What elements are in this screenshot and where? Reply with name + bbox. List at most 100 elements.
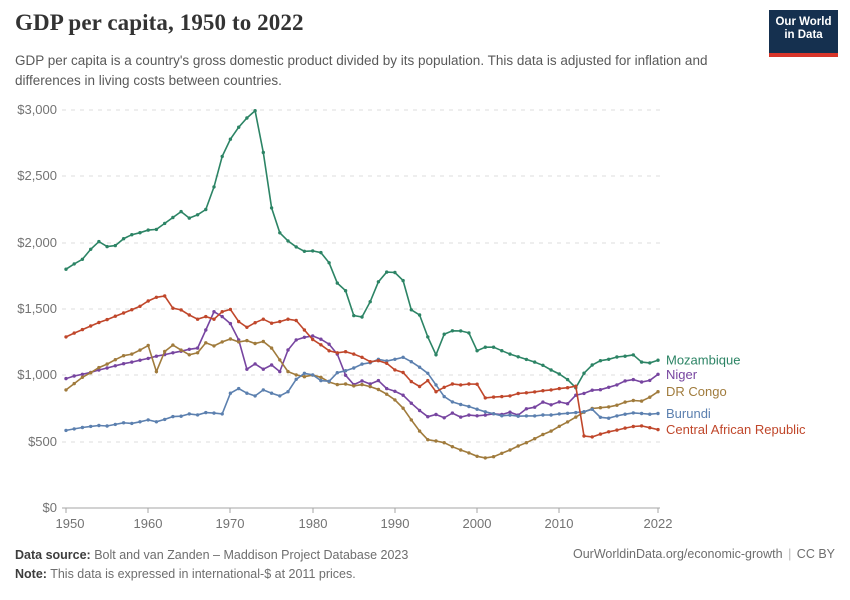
data-point-niger-1956[interactable] [113, 364, 118, 368]
data-point-dr-congo-1959[interactable] [138, 348, 142, 352]
data-point-central-african-republic-1965[interactable] [187, 313, 191, 317]
data-point-mozambique-1964[interactable] [179, 209, 183, 214]
data-point-dr-congo-2022[interactable] [656, 390, 660, 394]
data-point-mozambique-2010[interactable] [557, 372, 561, 376]
data-point-niger-1978[interactable] [294, 338, 298, 342]
data-point-dr-congo-2018[interactable] [623, 400, 627, 404]
data-point-niger-2019[interactable] [631, 377, 635, 382]
data-point-dr-congo-2008[interactable] [541, 432, 545, 437]
data-point-burundi-1999[interactable] [467, 404, 471, 409]
data-point-mozambique-1952[interactable] [80, 257, 85, 261]
data-point-burundi-1974[interactable] [261, 388, 265, 392]
data-point-central-african-republic-1976[interactable] [278, 319, 282, 324]
data-point-dr-congo-2003[interactable] [500, 451, 504, 455]
data-point-niger-2007[interactable] [533, 405, 537, 409]
data-point-mozambique-1972[interactable] [245, 116, 249, 120]
data-point-dr-congo-2010[interactable] [557, 424, 561, 428]
data-point-mozambique-1965[interactable] [187, 216, 191, 220]
data-point-niger-2009[interactable] [549, 403, 553, 407]
data-point-central-african-republic-1957[interactable] [121, 311, 126, 315]
data-point-mozambique-1996[interactable] [442, 332, 446, 336]
data-point-niger-1960[interactable] [146, 356, 150, 361]
data-point-central-african-republic-1985[interactable] [352, 352, 356, 356]
data-point-mozambique-2015[interactable] [598, 359, 603, 363]
data-point-niger-1991[interactable] [401, 393, 405, 397]
data-point-burundi-1971[interactable] [237, 386, 241, 391]
data-point-mozambique-2005[interactable] [516, 355, 520, 359]
data-point-burundi-1997[interactable] [450, 400, 455, 404]
data-point-central-african-republic-2016[interactable] [607, 430, 611, 434]
data-point-dr-congo-2016[interactable] [607, 405, 611, 409]
data-point-burundi-1966[interactable] [195, 413, 200, 417]
data-point-dr-congo-2007[interactable] [533, 437, 537, 441]
license-label[interactable]: CC BY [796, 547, 835, 561]
data-point-mozambique-2009[interactable] [549, 368, 553, 372]
data-point-mozambique-1971[interactable] [237, 125, 241, 129]
data-point-mozambique-2016[interactable] [607, 357, 611, 361]
data-point-niger-2006[interactable] [524, 407, 529, 411]
data-point-niger-2021[interactable] [648, 378, 652, 383]
data-point-niger-2001[interactable] [483, 413, 487, 417]
data-point-burundi-1963[interactable] [171, 414, 175, 419]
data-point-central-african-republic-1963[interactable] [171, 306, 175, 310]
data-point-central-african-republic-2022[interactable] [656, 427, 660, 432]
data-point-burundi-2022[interactable] [656, 411, 660, 416]
data-point-mozambique-2021[interactable] [648, 361, 652, 365]
data-point-mozambique-1951[interactable] [72, 262, 76, 266]
series-label-burundi[interactable]: Burundi [666, 406, 711, 421]
data-point-dr-congo-1964[interactable] [179, 348, 183, 352]
data-point-niger-1951[interactable] [72, 374, 76, 378]
data-point-burundi-1956[interactable] [113, 422, 118, 427]
data-point-central-african-republic-1955[interactable] [105, 317, 109, 322]
data-point-mozambique-1997[interactable] [450, 329, 455, 333]
data-point-central-african-republic-1979[interactable] [302, 328, 307, 332]
data-point-central-african-republic-2008[interactable] [541, 389, 545, 393]
data-point-dr-congo-1967[interactable] [204, 341, 208, 345]
data-point-niger-1976[interactable] [278, 369, 282, 374]
data-point-niger-2000[interactable] [475, 414, 479, 418]
data-point-mozambique-1985[interactable] [352, 313, 356, 318]
data-point-dr-congo-1975[interactable] [269, 346, 274, 350]
data-point-central-african-republic-1954[interactable] [97, 320, 101, 325]
data-point-dr-congo-1972[interactable] [245, 338, 249, 343]
data-point-dr-congo-1950[interactable] [64, 388, 68, 392]
data-point-burundi-1986[interactable] [360, 362, 364, 366]
data-point-central-african-republic-1968[interactable] [212, 317, 216, 321]
data-point-niger-2008[interactable] [541, 400, 545, 404]
data-point-burundi-1984[interactable] [343, 369, 348, 373]
data-point-central-african-republic-1950[interactable] [64, 335, 68, 339]
data-point-mozambique-1975[interactable] [269, 206, 274, 210]
data-point-central-african-republic-1961[interactable] [154, 295, 159, 299]
data-point-mozambique-1982[interactable] [327, 261, 331, 265]
data-point-niger-2018[interactable] [623, 379, 627, 383]
data-point-burundi-1979[interactable] [302, 371, 307, 375]
data-point-mozambique-1993[interactable] [417, 313, 422, 317]
data-point-dr-congo-1965[interactable] [187, 353, 191, 357]
data-point-dr-congo-2000[interactable] [475, 454, 479, 458]
data-point-dr-congo-1999[interactable] [467, 451, 471, 455]
data-point-dr-congo-1997[interactable] [450, 445, 455, 449]
data-point-mozambique-1967[interactable] [204, 207, 208, 212]
data-point-central-african-republic-1990[interactable] [393, 368, 397, 372]
data-point-central-african-republic-1962[interactable] [163, 294, 167, 298]
data-point-niger-1979[interactable] [302, 335, 307, 339]
data-point-dr-congo-1966[interactable] [195, 351, 200, 355]
data-point-dr-congo-1987[interactable] [368, 384, 372, 389]
data-point-dr-congo-1970[interactable] [228, 337, 233, 341]
data-point-central-african-republic-1988[interactable] [376, 359, 381, 363]
data-point-mozambique-2019[interactable] [631, 353, 635, 357]
data-point-dr-congo-2012[interactable] [574, 415, 578, 419]
data-point-dr-congo-2002[interactable] [491, 455, 496, 459]
data-point-niger-1966[interactable] [195, 346, 200, 350]
data-point-dr-congo-1951[interactable] [72, 381, 76, 386]
data-point-burundi-1970[interactable] [228, 391, 233, 395]
data-point-niger-1961[interactable] [154, 354, 159, 358]
data-point-dr-congo-1962[interactable] [163, 349, 167, 354]
data-point-mozambique-2004[interactable] [508, 352, 512, 356]
data-point-mozambique-1976[interactable] [278, 231, 282, 235]
data-point-mozambique-1988[interactable] [376, 280, 381, 284]
data-point-dr-congo-1955[interactable] [105, 362, 109, 366]
data-point-burundi-1967[interactable] [204, 410, 208, 415]
data-point-mozambique-1970[interactable] [228, 137, 233, 141]
data-point-niger-2015[interactable] [598, 388, 603, 392]
